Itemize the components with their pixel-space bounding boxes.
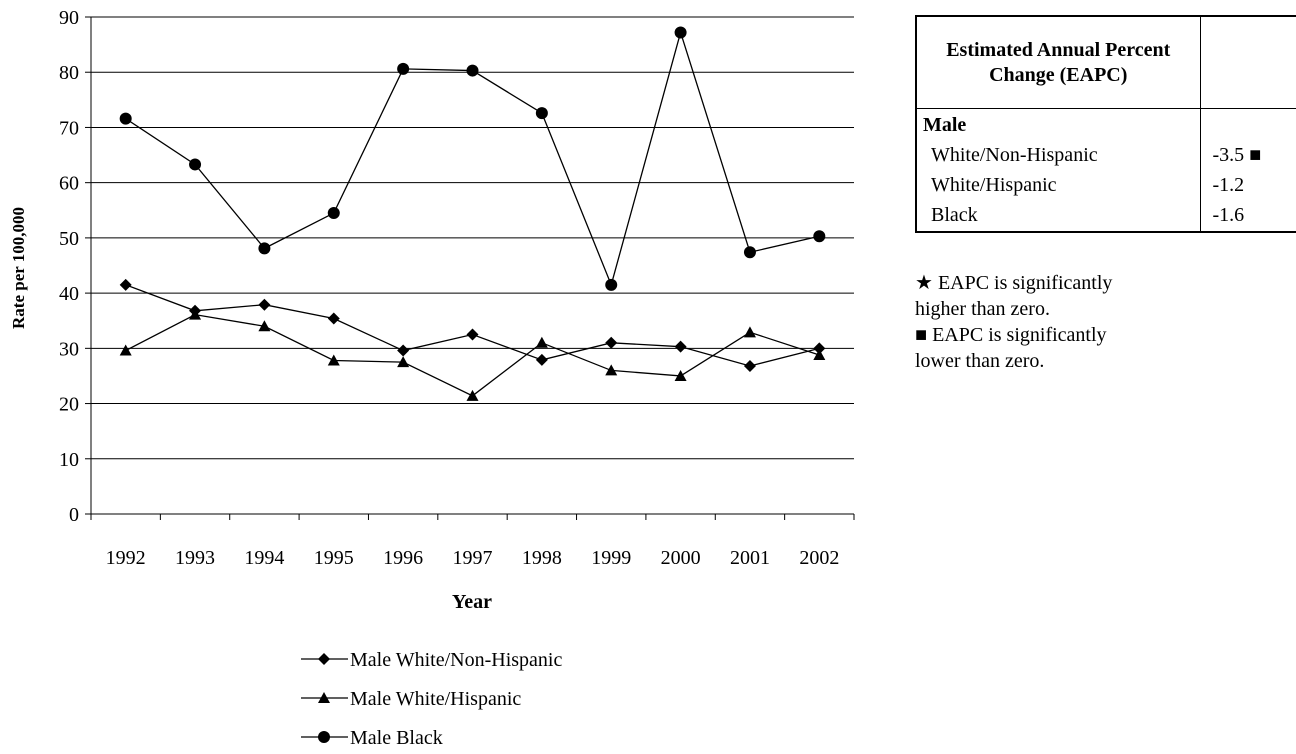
- y-tick-label: 10: [59, 449, 79, 471]
- data-point: [397, 62, 410, 75]
- data-point: [674, 26, 687, 39]
- legend-label: Male Black: [350, 727, 443, 749]
- data-point: [743, 326, 756, 338]
- lower-than-zero-icon: ■: [1249, 144, 1262, 167]
- eapc-row-label: White/Non-Hispanic: [915, 140, 1201, 171]
- note-higher-than-zero: ★ EAPC is significantly higher than zero…: [915, 270, 1155, 322]
- y-tick-label: 60: [59, 173, 79, 195]
- data-point: [327, 354, 340, 366]
- data-point: [813, 230, 826, 243]
- y-tick-label: 40: [59, 283, 79, 305]
- series-0: [119, 278, 826, 373]
- x-tick-label: 2002: [799, 547, 839, 569]
- data-point: [327, 207, 340, 220]
- star-icon: ★: [915, 272, 933, 294]
- data-point: [605, 336, 618, 349]
- note-text: EAPC is significantly higher than zero.: [915, 272, 1113, 320]
- eapc-row-value: -3.5: [1212, 144, 1245, 167]
- y-tick-label: 20: [59, 394, 79, 416]
- legend-item: Male Black: [301, 727, 443, 749]
- eapc-row-label: White/Hispanic: [915, 170, 1201, 201]
- data-point: [535, 107, 548, 120]
- x-tick-label: 2001: [730, 547, 770, 569]
- series-2: [119, 26, 826, 291]
- y-tick-labels: 0 10 20 30 40 50 60 70 80 90: [59, 7, 79, 526]
- data-point: [813, 348, 826, 360]
- x-tick-label: 1997: [453, 547, 493, 569]
- x-tick-label: 1998: [522, 547, 562, 569]
- data-point: [466, 389, 479, 401]
- data-point: [258, 320, 271, 332]
- legend-marker: [318, 692, 330, 703]
- y-tick-label: 50: [59, 228, 79, 250]
- eapc-category-male: Male: [915, 108, 1201, 141]
- x-tick-label: 2000: [661, 547, 701, 569]
- legend: Male White/Non-Hispanic Male White/Hispan…: [301, 649, 562, 749]
- eapc-row: White/Hispanic -1.2: [915, 170, 1296, 201]
- data-point: [743, 246, 756, 259]
- data-point: [327, 312, 340, 325]
- axes: [85, 16, 855, 520]
- series-line: [125, 313, 820, 397]
- square-icon: ■: [915, 324, 928, 346]
- eapc-row-value: -1.6: [1212, 204, 1245, 227]
- data-point: [674, 340, 687, 353]
- data-point: [119, 344, 132, 356]
- legend-item: Male White/Hispanic: [301, 688, 521, 710]
- legend-marker: [318, 653, 330, 665]
- x-tick-label: 1995: [314, 547, 354, 569]
- note-lower-than-zero: ■ EAPC is significantly lower than zero.: [915, 322, 1155, 374]
- data-point: [258, 298, 271, 311]
- data-point: [258, 242, 271, 255]
- gridlines: [91, 16, 854, 460]
- x-tick-label: 1994: [244, 547, 284, 569]
- x-axis-label: Year: [452, 591, 492, 613]
- data-series: [119, 26, 826, 401]
- data-point: [605, 364, 618, 376]
- data-point: [535, 353, 548, 366]
- data-point: [813, 342, 826, 355]
- data-point: [119, 278, 132, 291]
- eapc-row-value: -1.2: [1212, 174, 1245, 197]
- y-tick-label: 0: [69, 504, 79, 526]
- eapc-table: Estimated Annual Percent Change (EAPC) M…: [915, 15, 1296, 234]
- eapc-table-header: Estimated Annual Percent Change (EAPC): [915, 15, 1201, 110]
- x-tick-label: 1996: [383, 547, 423, 569]
- x-tick-labels: 1992 1993 1994 1995 1996 1997 1998 1999 2000 2001…: [106, 547, 840, 569]
- legend-item: Male White/Non-Hispanic: [301, 649, 562, 671]
- data-point: [674, 369, 687, 381]
- data-point: [397, 344, 410, 357]
- data-point: [466, 64, 479, 77]
- eapc-row: Black -1.6: [915, 200, 1296, 234]
- legend-marker: [318, 731, 330, 743]
- data-point: [189, 308, 202, 320]
- x-tick-label: 1999: [591, 547, 631, 569]
- legend-label: Male White/Non-Hispanic: [350, 649, 562, 671]
- data-point: [119, 112, 132, 125]
- legend-label: Male White/Hispanic: [350, 688, 521, 710]
- x-tick-label: 1992: [106, 547, 146, 569]
- data-point: [535, 336, 548, 348]
- note-text: EAPC is significantly lower than zero.: [915, 324, 1107, 372]
- line-chart: 0 10 20 30 40 50 60 70 80 90 1992 1993 1994 1995 1996…: [9, 7, 855, 749]
- y-tick-label: 80: [59, 62, 79, 84]
- y-tick-label: 70: [59, 117, 79, 139]
- x-tick-label: 1993: [175, 547, 215, 569]
- data-point: [743, 360, 756, 373]
- data-point: [466, 328, 479, 341]
- series-1: [119, 308, 826, 401]
- data-point: [189, 158, 202, 171]
- y-axis-label: Rate per 100,000: [9, 207, 28, 329]
- eapc-row-label: Black: [915, 200, 1201, 234]
- y-tick-label: 30: [59, 338, 79, 360]
- data-point: [397, 356, 410, 368]
- eapc-row: White/Non-Hispanic -3.5 ■: [915, 140, 1296, 171]
- data-point: [605, 278, 618, 291]
- y-tick-label: 90: [59, 7, 79, 29]
